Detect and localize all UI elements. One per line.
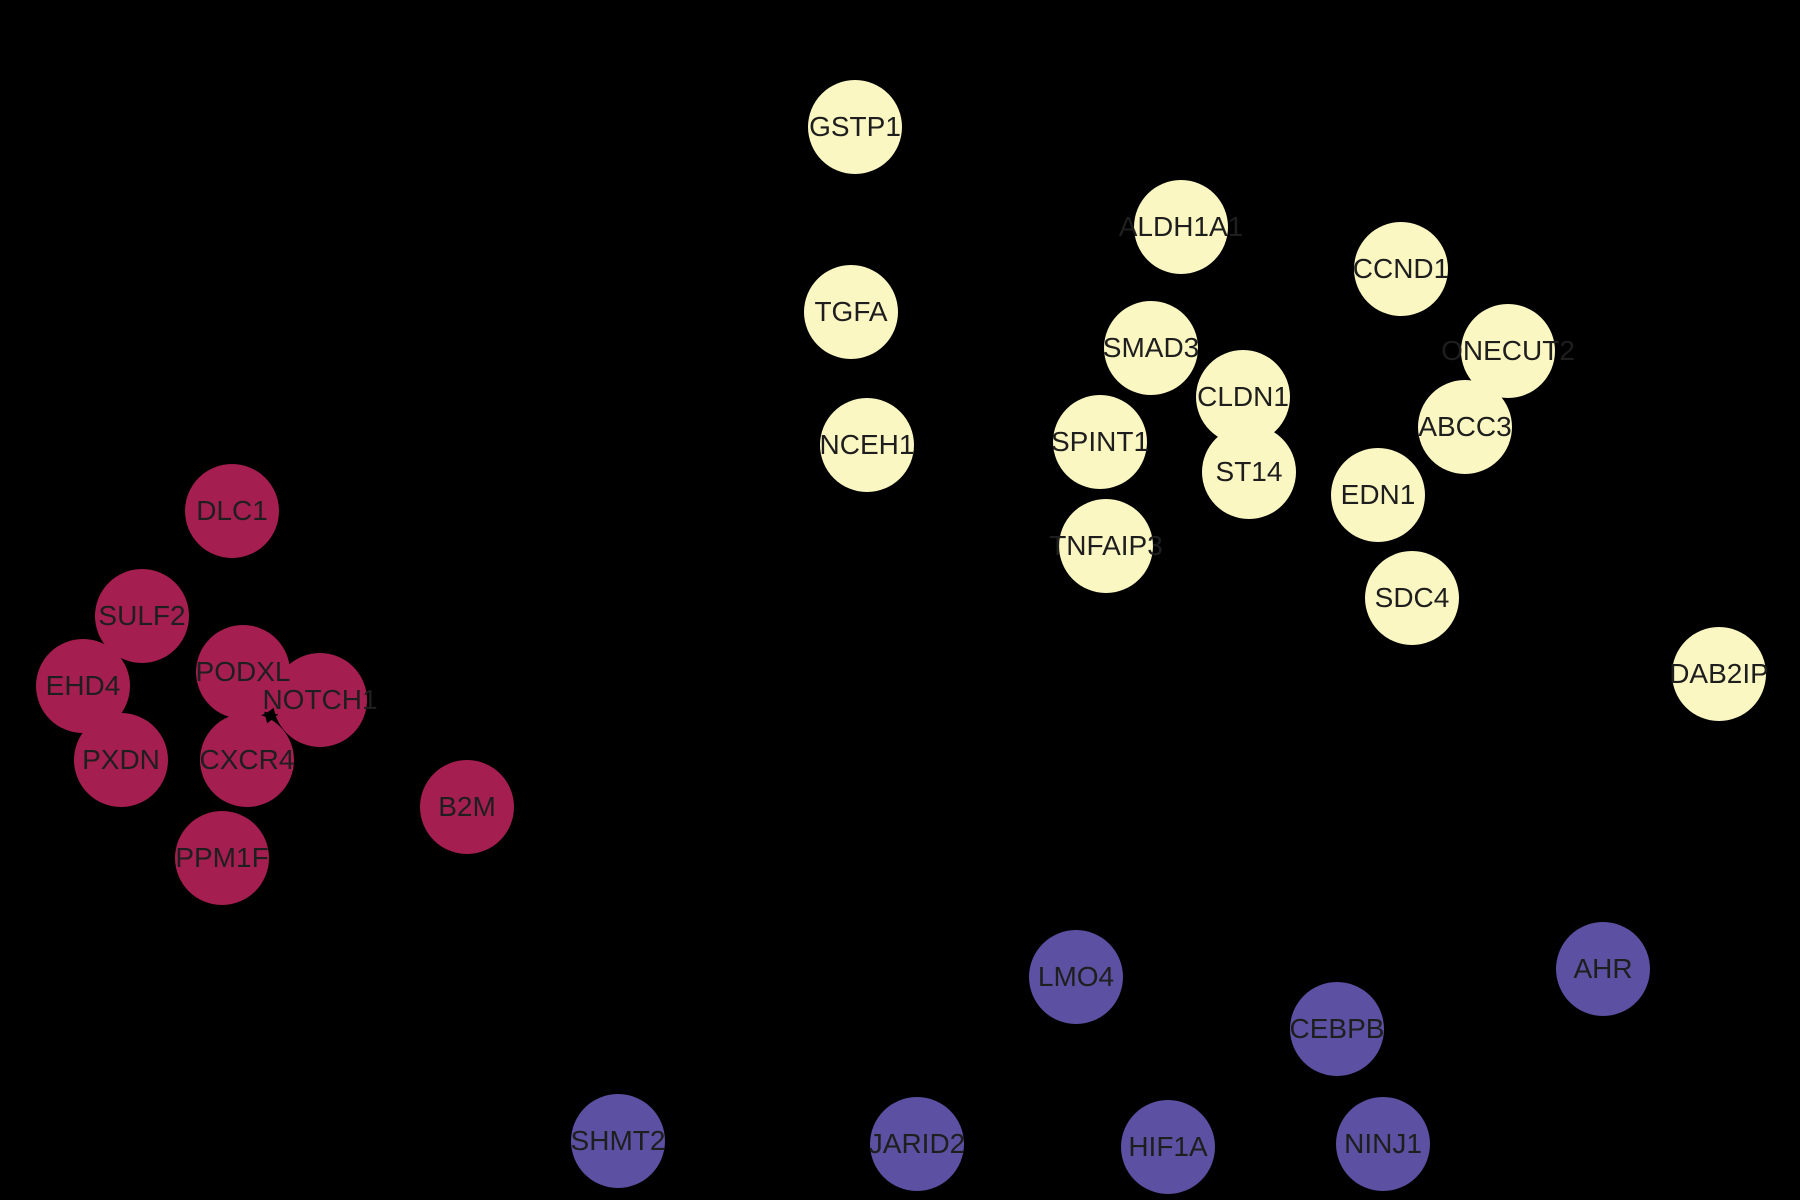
node-jarid2 [870,1097,964,1191]
node-label-cebpb: CEBPB [1289,1013,1385,1044]
node-label-aldh1a1: ALDH1A1 [1118,211,1244,242]
node-label-hif1a: HIF1A [1128,1131,1208,1162]
node-label-cxcr4: CXCR4 [199,744,295,775]
node-label-tnfaip3: TNFAIP3 [1049,530,1163,561]
node-label-gstp1: GSTP1 [809,111,901,142]
node-label-nceh1: NCEH1 [819,429,915,460]
node-ninj1 [1336,1097,1430,1191]
node-abcc3 [1418,380,1512,474]
node-label-ninj1: NINJ1 [1344,1128,1422,1159]
node-label-abcc3: ABCC3 [1418,411,1512,442]
node-label-cldn1: CLDN1 [1197,381,1289,412]
node-label-spint1: SPINT1 [1050,426,1150,457]
node-label-sdc4: SDC4 [1374,582,1450,613]
node-dab2ip [1672,627,1766,721]
node-label-dab2ip: DAB2IP [1669,658,1769,689]
node-notch1 [273,653,367,747]
node-label-shmt2: SHMT2 [570,1125,666,1156]
node-label-ehd4: EHD4 [45,670,121,701]
node-label-sulf2: SULF2 [98,600,186,631]
node-shmt2 [571,1094,665,1188]
node-ahr [1556,922,1650,1016]
node-label-ppm1f: PPM1F [175,842,269,873]
node-ccnd1 [1354,222,1448,316]
node-tnfaip3 [1059,499,1153,593]
node-aldh1a1 [1134,180,1228,274]
node-label-pxdn: PXDN [82,744,160,775]
node-sdc4 [1365,551,1459,645]
node-spint1 [1053,395,1147,489]
node-label-ccnd1: CCND1 [1352,253,1450,284]
node-cxcr4 [200,713,294,807]
node-ppm1f [175,811,269,905]
node-label-edn1: EDN1 [1340,479,1416,510]
node-label-onecut2: ONECUT2 [1441,335,1575,366]
node-tgfa [804,265,898,359]
node-label-dlc1: DLC1 [196,495,268,526]
node-label-ahr: AHR [1573,953,1633,984]
node-label-tgfa: TGFA [814,296,888,327]
node-cebpb [1290,982,1384,1076]
node-st14 [1202,425,1296,519]
node-smad3 [1104,301,1198,395]
node-lmo4 [1029,930,1123,1024]
node-b2m [420,760,514,854]
node-dlc1 [185,464,279,558]
node-gstp1 [808,80,902,174]
node-label-notch1: NOTCH1 [262,684,378,715]
node-pxdn [74,713,168,807]
node-label-jarid2: JARID2 [868,1128,966,1159]
node-label-b2m: B2M [438,791,496,822]
node-edn1 [1331,448,1425,542]
node-label-podxl: PODXL [195,656,291,687]
node-label-smad3: SMAD3 [1102,332,1200,363]
node-label-lmo4: LMO4 [1037,961,1115,992]
node-hif1a [1121,1100,1215,1194]
node-nceh1 [820,398,914,492]
node-label-st14: ST14 [1215,456,1283,487]
